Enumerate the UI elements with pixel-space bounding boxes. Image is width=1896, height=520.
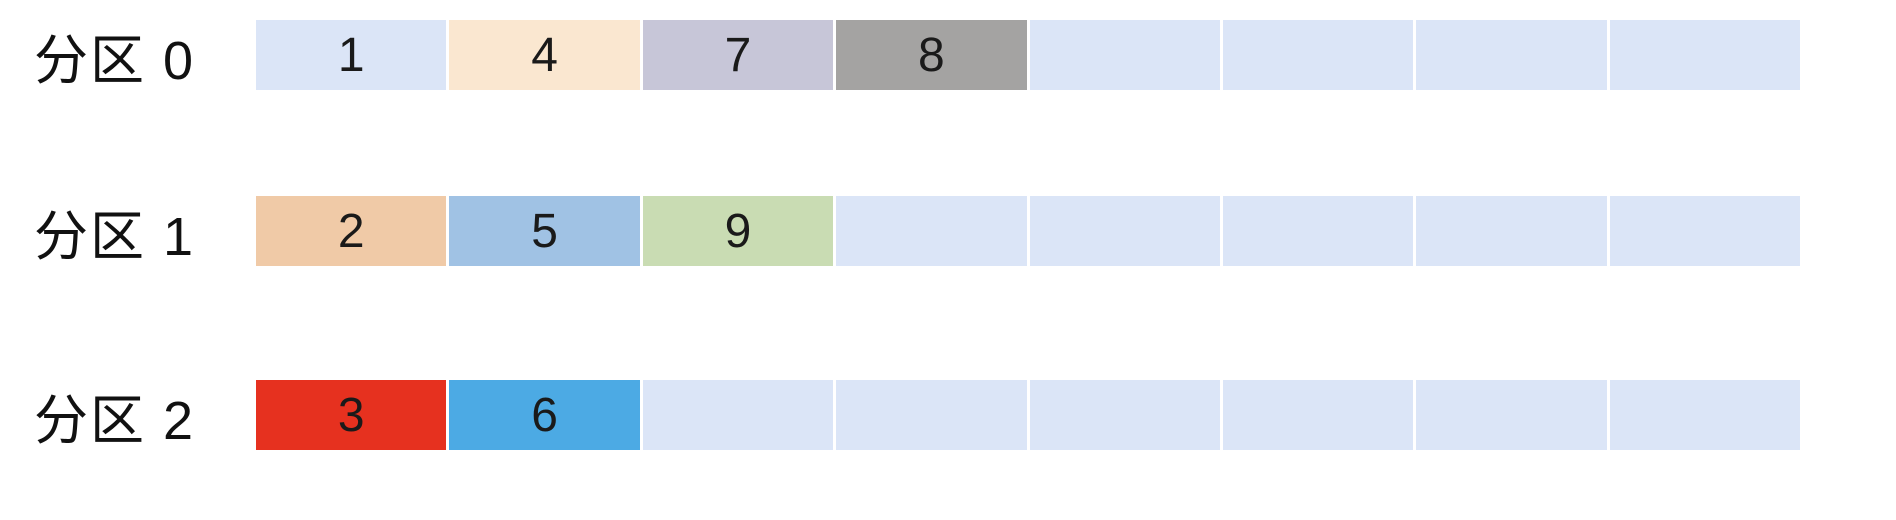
- partition-2-bar: 3 6: [256, 380, 1800, 450]
- partition-2-slot-5: [1222, 380, 1414, 450]
- partition-1-slot-0: 2: [256, 196, 447, 266]
- partition-1-slot-5: [1222, 196, 1414, 266]
- partition-0-slot-0: 1: [256, 20, 447, 90]
- partition-0-slot-2: 7: [642, 20, 834, 90]
- message-number: 6: [531, 388, 558, 442]
- partition-2-slot-6: [1416, 380, 1607, 450]
- message-number: 5: [531, 204, 558, 258]
- partition-1-label: 分区 1: [34, 206, 196, 267]
- partition-1-bar: 2 5 9: [256, 196, 1800, 266]
- partition-2-label: 分区 2: [34, 390, 196, 451]
- message-number: 1: [337, 28, 365, 82]
- partition-2-slot-0: 3: [256, 380, 447, 450]
- message-number: 7: [724, 28, 752, 82]
- partition-2-slot-1: 6: [449, 380, 640, 450]
- partition-2-slot-2: [642, 380, 834, 450]
- partition-1-row: 分区 1 2 5 9: [0, 196, 1896, 267]
- message-number: 8: [917, 28, 945, 82]
- partition-0-label: 分区 0: [34, 30, 196, 91]
- partition-1-slot-7: [1609, 196, 1800, 266]
- partition-0-row: 分区 0 1 4 7 8: [0, 20, 1896, 91]
- partition-1-slot-4: [1029, 196, 1220, 266]
- partition-0-slot-7: [1609, 20, 1800, 90]
- partition-0-slot-4: [1029, 20, 1220, 90]
- partition-2-slot-3: [836, 380, 1027, 450]
- partition-0-bar: 1 4 7 8: [256, 20, 1800, 90]
- message-number: 2: [337, 204, 365, 258]
- message-number: 4: [531, 28, 558, 82]
- partition-2-slot-4: [1029, 380, 1220, 450]
- message-number: 9: [724, 204, 752, 258]
- partition-1-slot-2: 9: [642, 196, 834, 266]
- partition-0-slot-6: [1416, 20, 1607, 90]
- partition-0-slot-1: 4: [449, 20, 640, 90]
- message-number: 3: [337, 388, 365, 442]
- partition-0-slot-3: 8: [836, 20, 1027, 90]
- partition-2-slot-7: [1609, 380, 1800, 450]
- partition-0-slot-5: [1222, 20, 1414, 90]
- partition-1-slot-1: 5: [449, 196, 640, 266]
- partition-2-row: 分区 2 3 6: [0, 380, 1896, 451]
- partition-1-slot-3: [836, 196, 1027, 266]
- partition-1-slot-6: [1416, 196, 1607, 266]
